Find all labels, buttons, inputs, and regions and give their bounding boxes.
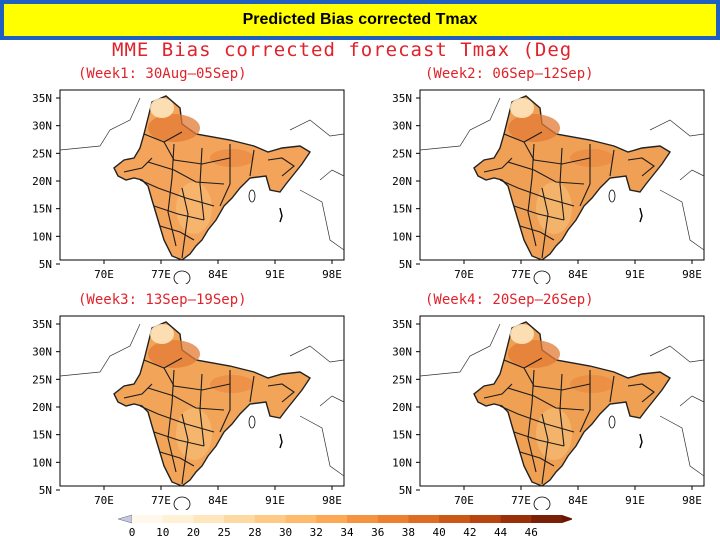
colorbar-label: 25 bbox=[218, 526, 231, 538]
colorbar-swatch bbox=[469, 515, 502, 523]
lat-tick-label: 20N bbox=[392, 175, 412, 188]
lon-tick-label: 77E bbox=[511, 268, 531, 281]
lat-tick-label: 5N bbox=[399, 258, 412, 271]
colorbar-label: 36 bbox=[371, 526, 384, 538]
colorbar-swatch bbox=[500, 515, 532, 523]
lat-tick-label: 5N bbox=[39, 258, 52, 271]
panel-1-label: (Week1: 30Aug—05Sep) bbox=[78, 66, 247, 82]
colorbar-label: 0 bbox=[129, 526, 136, 538]
colorbar-label: 28 bbox=[248, 526, 261, 538]
colorbar-swatch bbox=[132, 515, 164, 523]
lat-tick-label: 30N bbox=[392, 120, 412, 133]
colorbar-swatch bbox=[408, 515, 440, 523]
slide-title-bar: Predicted Bias corrected Tmax bbox=[0, 0, 720, 40]
colorbar-label: 42 bbox=[463, 526, 476, 538]
lon-tick-label: 91E bbox=[625, 494, 645, 507]
figure-title: MME Bias corrected forecast Tmax (Deg bbox=[112, 39, 573, 61]
lat-tick-label: 10N bbox=[32, 456, 52, 469]
lon-tick-label: 84E bbox=[208, 494, 228, 507]
lon-tick-label: 84E bbox=[568, 268, 588, 281]
panel-4-label: (Week4: 20Sep—26Sep) bbox=[425, 292, 594, 308]
lon-tick-label: 70E bbox=[454, 268, 474, 281]
lat-tick-label: 25N bbox=[32, 147, 52, 160]
colorbar-label: 38 bbox=[402, 526, 415, 538]
colorbar-high-arrow bbox=[562, 515, 572, 523]
colorbar: 0 10 20 25 28 30 32 34 36 38 40 42 44 46 bbox=[117, 514, 572, 538]
map-panel-week3: 35N 30N 25N 20N 15N 10N 5N 70E 77E 84E 91E 98E bbox=[6, 314, 356, 510]
colorbar-swatch bbox=[193, 515, 225, 523]
colorbar-swatch bbox=[347, 515, 379, 523]
lon-tick-label: 98E bbox=[322, 494, 342, 507]
lat-tick-label: 20N bbox=[32, 401, 52, 414]
lat-tick-label: 35N bbox=[32, 318, 52, 331]
map-panel-week4: 35N 30N 25N 20N 15N 10N 5N 70E 77E 84E 91E 98E bbox=[366, 314, 716, 510]
map-panel-week1: 35N 30N 25N 20N 15N 10N 5N 70E 77E 84E 91E 98E bbox=[6, 88, 356, 284]
colorbar-swatch bbox=[531, 515, 563, 523]
colorbar-label: 20 bbox=[187, 526, 200, 538]
lon-tick-label: 84E bbox=[208, 268, 228, 281]
colorbar-swatch bbox=[254, 515, 287, 523]
lat-tick-label: 5N bbox=[399, 484, 412, 497]
lat-tick-label: 20N bbox=[392, 401, 412, 414]
colorbar-label: 10 bbox=[156, 526, 169, 538]
lat-tick-label: 25N bbox=[392, 147, 412, 160]
lon-tick-label: 98E bbox=[322, 268, 342, 281]
lat-tick-label: 35N bbox=[392, 318, 412, 331]
lon-tick-label: 70E bbox=[94, 494, 114, 507]
lon-tick-label: 70E bbox=[94, 268, 114, 281]
colorbar-label: 40 bbox=[433, 526, 446, 538]
colorbar-swatch bbox=[377, 515, 409, 523]
lat-tick-label: 15N bbox=[32, 429, 52, 442]
colorbar-label: 44 bbox=[494, 526, 508, 538]
colorbar-low-arrow bbox=[117, 514, 133, 524]
lat-tick-label: 35N bbox=[32, 92, 52, 105]
lat-tick-label: 30N bbox=[32, 346, 52, 359]
colorbar-swatch bbox=[162, 515, 194, 523]
colorbar-label: 30 bbox=[279, 526, 292, 538]
map-panel-week2: 35N 30N 25N 20N 15N 10N 5N 70E 77E 84E 91E 98E bbox=[366, 88, 716, 284]
lon-tick-label: 77E bbox=[151, 268, 171, 281]
colorbar-label: 46 bbox=[525, 526, 538, 538]
lon-tick-label: 98E bbox=[682, 268, 702, 281]
lon-tick-label: 70E bbox=[454, 494, 474, 507]
colorbar-label: 32 bbox=[310, 526, 323, 538]
colorbar-swatch bbox=[224, 515, 256, 523]
lon-tick-label: 84E bbox=[568, 494, 588, 507]
lat-tick-label: 10N bbox=[392, 230, 412, 243]
lat-tick-label: 10N bbox=[32, 230, 52, 243]
colorbar-swatch bbox=[316, 515, 348, 523]
panel-3-label: (Week3: 13Sep—19Sep) bbox=[78, 292, 247, 308]
lon-tick-label: 98E bbox=[682, 494, 702, 507]
lat-tick-label: 20N bbox=[32, 175, 52, 188]
lon-tick-label: 77E bbox=[151, 494, 171, 507]
lat-tick-label: 15N bbox=[392, 203, 412, 216]
lat-tick-label: 10N bbox=[392, 456, 412, 469]
slide-title: Predicted Bias corrected Tmax bbox=[242, 11, 478, 28]
lat-tick-label: 15N bbox=[392, 429, 412, 442]
lat-tick-label: 25N bbox=[32, 373, 52, 386]
lat-tick-label: 30N bbox=[32, 120, 52, 133]
lon-tick-label: 77E bbox=[511, 494, 531, 507]
lat-tick-label: 5N bbox=[39, 484, 52, 497]
lat-tick-label: 30N bbox=[392, 346, 412, 359]
lon-tick-label: 91E bbox=[625, 268, 645, 281]
colorbar-swatch bbox=[285, 515, 317, 523]
lat-tick-label: 25N bbox=[392, 373, 412, 386]
colorbar-swatch bbox=[439, 515, 471, 523]
lat-tick-label: 15N bbox=[32, 203, 52, 216]
lon-tick-label: 91E bbox=[265, 268, 285, 281]
panel-2-label: (Week2: 06Sep—12Sep) bbox=[425, 66, 594, 82]
colorbar-label: 34 bbox=[340, 526, 354, 538]
slide-title-box: Predicted Bias corrected Tmax bbox=[4, 4, 716, 36]
lat-tick-label: 35N bbox=[392, 92, 412, 105]
lon-tick-label: 91E bbox=[265, 494, 285, 507]
